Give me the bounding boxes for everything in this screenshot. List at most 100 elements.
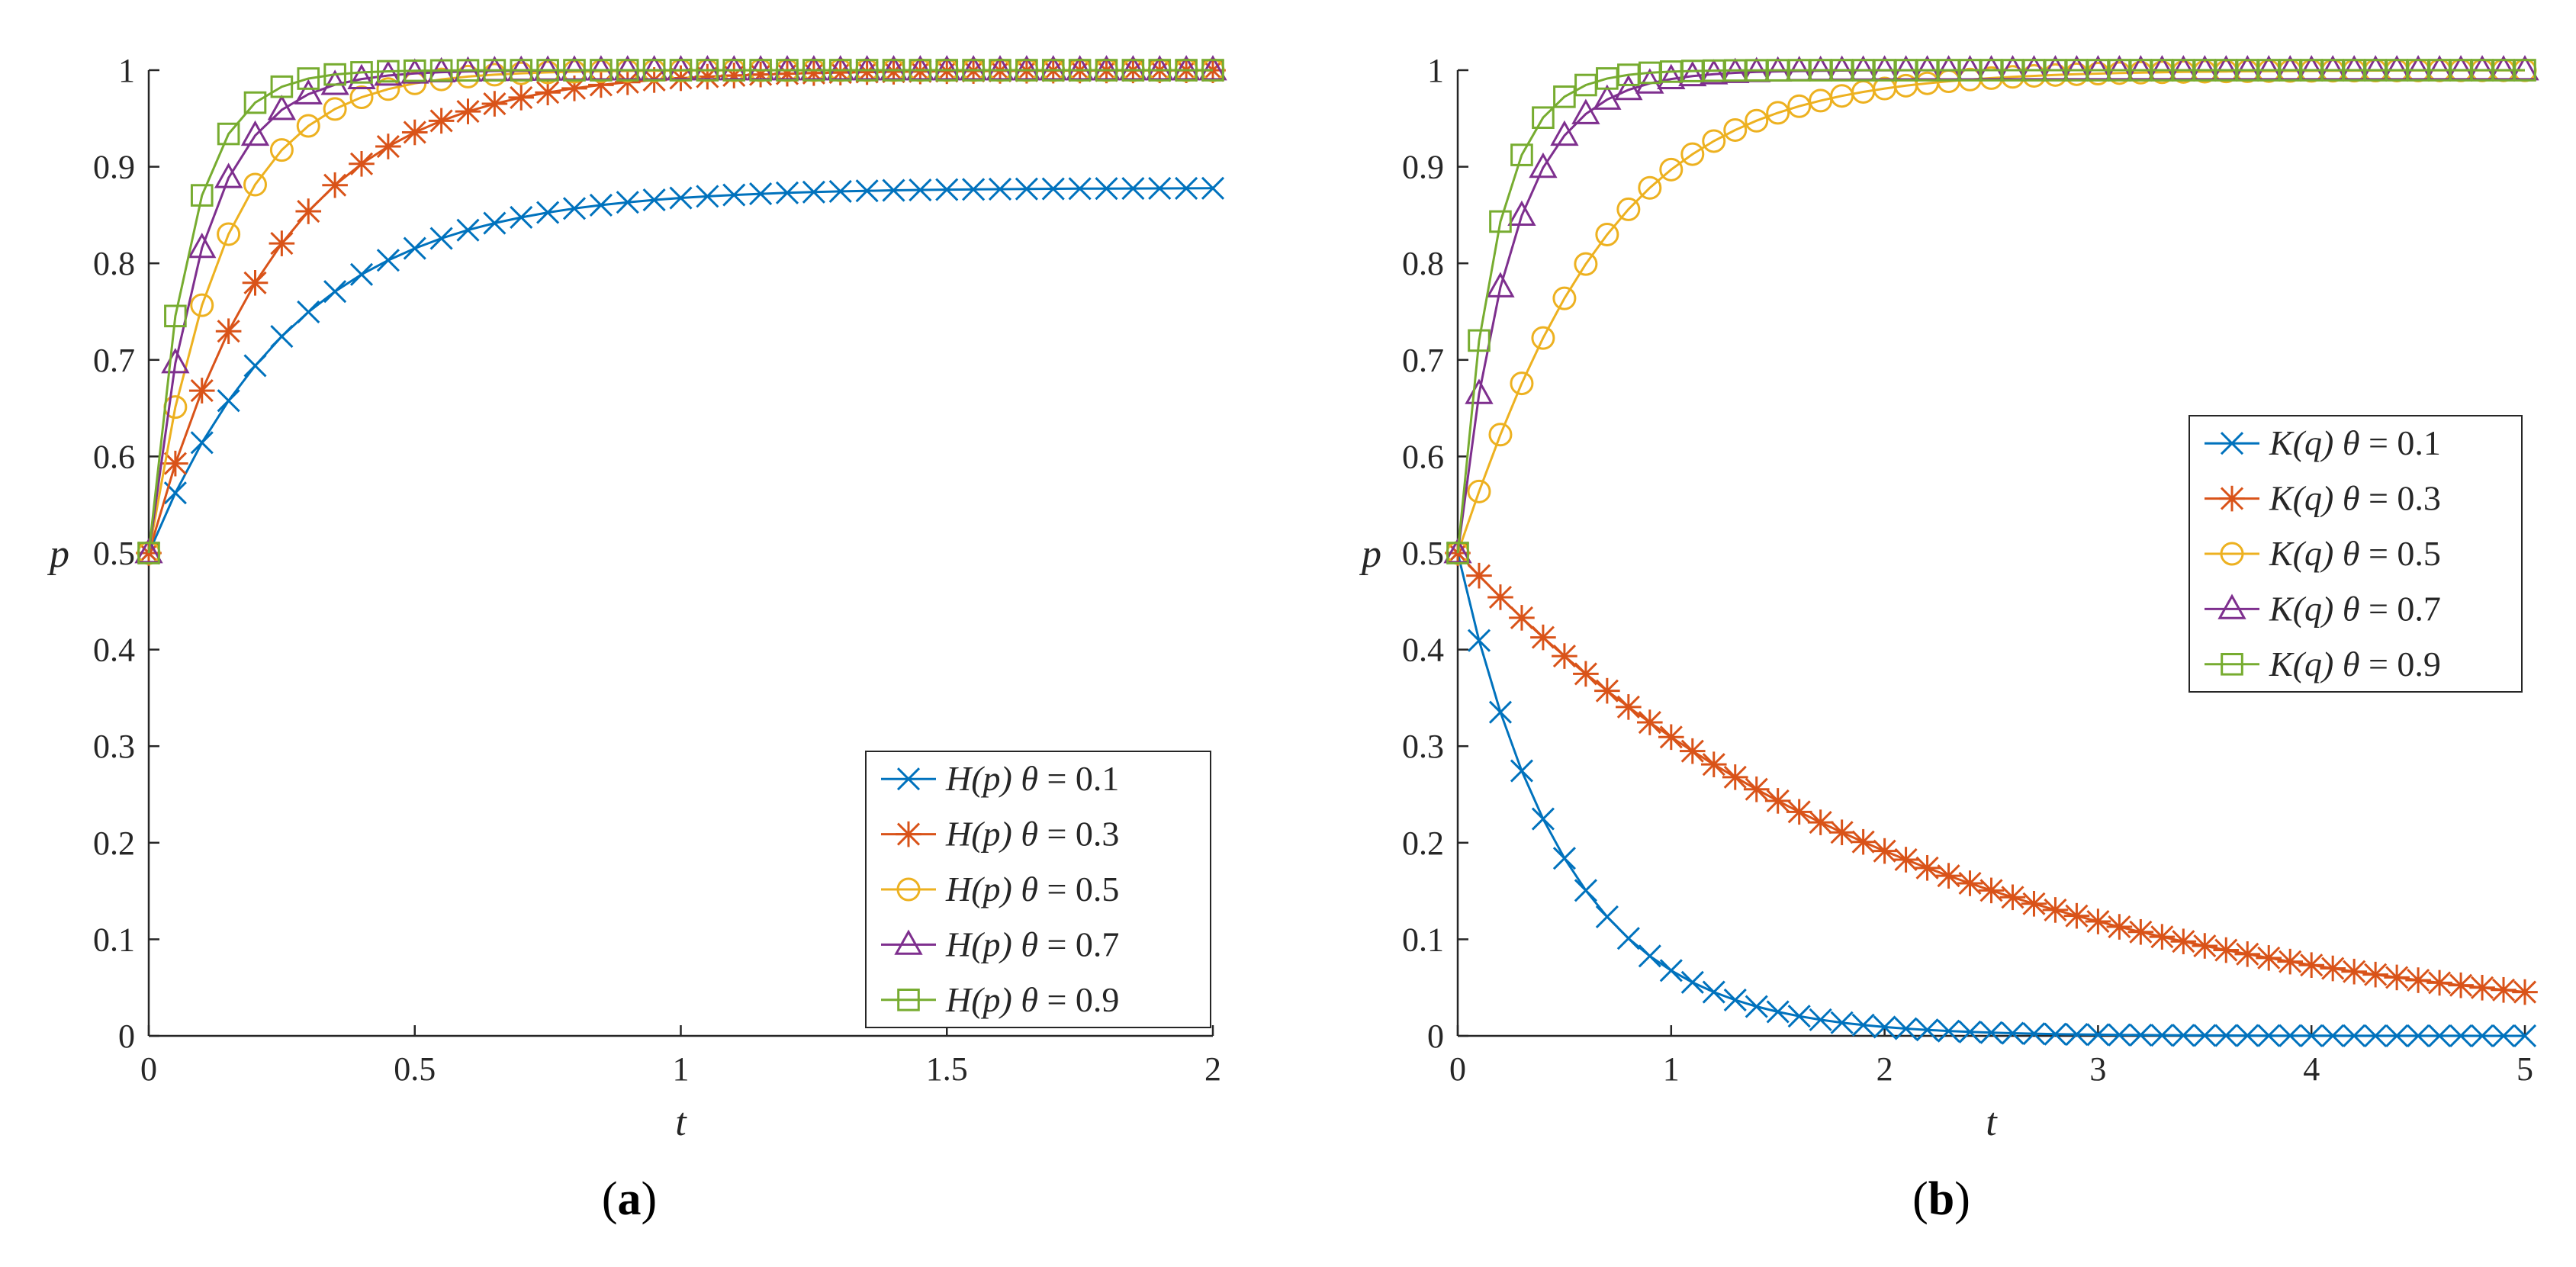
data-point xyxy=(217,389,240,413)
data-point xyxy=(137,542,160,564)
data-point xyxy=(2513,59,2536,82)
data-point xyxy=(2065,1023,2089,1047)
data-point xyxy=(508,85,535,111)
y-tick-label: 0.5 xyxy=(1402,535,1444,572)
data-point xyxy=(243,354,267,378)
data-point xyxy=(455,98,481,124)
data-point xyxy=(988,177,1012,201)
y-tick-label: 0.5 xyxy=(93,535,135,572)
data-point xyxy=(989,59,1011,82)
data-point xyxy=(1894,1017,1918,1040)
data-point xyxy=(1488,423,1513,447)
data-point xyxy=(1616,927,1640,950)
series-line xyxy=(147,187,1214,554)
data-point xyxy=(935,178,959,201)
data-point xyxy=(1978,877,2005,904)
data-point xyxy=(376,77,400,101)
data-point xyxy=(267,95,297,121)
data-point xyxy=(562,197,587,220)
data-point xyxy=(2512,979,2538,1005)
data-point xyxy=(2513,1024,2537,1048)
data-point xyxy=(162,450,188,477)
y-axis-label: p xyxy=(47,532,69,576)
data-point xyxy=(828,59,852,82)
series-k-theta-0.9 xyxy=(1446,59,2536,564)
data-point xyxy=(1851,1013,1875,1037)
data-point xyxy=(1095,177,1118,201)
data-point xyxy=(2469,974,2495,1001)
data-point xyxy=(1979,1021,2003,1044)
series-line xyxy=(147,69,1213,554)
legend-marker xyxy=(2221,653,2243,676)
data-point xyxy=(2277,948,2304,975)
data-point xyxy=(1766,1000,1790,1024)
data-point xyxy=(1041,59,1065,82)
data-point xyxy=(1638,944,1661,968)
data-point xyxy=(749,182,773,206)
data-point xyxy=(2044,1022,2067,1046)
data-point xyxy=(1893,847,1919,873)
data-point xyxy=(322,172,348,198)
data-point xyxy=(1553,85,1576,108)
data-point xyxy=(294,79,323,105)
data-point xyxy=(297,67,320,90)
data-point xyxy=(269,230,295,256)
data-point xyxy=(2108,1023,2131,1047)
data-point xyxy=(909,59,932,82)
y-tick-label: 0.6 xyxy=(93,438,135,475)
data-point xyxy=(1809,1008,1832,1031)
data-point xyxy=(1041,177,1065,201)
data-point xyxy=(1550,120,1579,146)
data-point xyxy=(350,61,373,84)
data-point xyxy=(2236,1024,2259,1047)
x-tick-label: 0.5 xyxy=(394,1050,436,1088)
data-point xyxy=(962,59,985,82)
data-point xyxy=(217,122,240,146)
data-point xyxy=(190,431,214,455)
data-point xyxy=(403,236,426,260)
data-point xyxy=(1722,764,1748,790)
data-point xyxy=(2321,1024,2345,1047)
data-point xyxy=(1531,326,1555,350)
legend-item: K(q) θ = 0.1 xyxy=(2205,423,2441,462)
data-point xyxy=(1530,624,1556,651)
data-point xyxy=(589,193,613,217)
data-point xyxy=(2192,933,2218,959)
data-point xyxy=(828,179,852,203)
data-point xyxy=(1723,117,1748,142)
data-point xyxy=(1573,661,1599,687)
y-tick-label: 0.9 xyxy=(93,149,135,186)
x-tick-label: 1 xyxy=(673,1050,690,1088)
data-point xyxy=(2428,1024,2452,1047)
data-point xyxy=(1745,108,1769,133)
data-point xyxy=(1552,286,1577,310)
legend-marker xyxy=(2217,593,2246,619)
data-point xyxy=(2320,955,2346,982)
data-point xyxy=(1175,176,1198,200)
data-point xyxy=(2300,1024,2324,1047)
data-point xyxy=(240,120,270,146)
data-point xyxy=(855,59,879,82)
x-tick-label: 1.5 xyxy=(926,1050,968,1088)
series-k-theta-0.3 xyxy=(1445,540,2538,1005)
x-tick-label: 4 xyxy=(2303,1050,2320,1088)
data-point xyxy=(1659,157,1684,182)
y-tick-label: 0.7 xyxy=(1402,342,1444,379)
legend-item: H(p) θ = 0.3 xyxy=(881,815,1119,854)
legend-marker xyxy=(894,929,923,955)
data-point xyxy=(1509,605,1535,631)
data-point xyxy=(1830,1011,1854,1034)
y-tick-label: 0.3 xyxy=(93,728,135,765)
data-point xyxy=(1680,970,1704,994)
legend-label: H(p) θ = 0.7 xyxy=(945,925,1119,963)
data-point xyxy=(2129,1023,2153,1047)
data-point xyxy=(696,185,719,208)
legend-item: K(q) θ = 0.3 xyxy=(2205,479,2441,518)
panel-label: (b) xyxy=(1912,1173,1970,1225)
data-point xyxy=(1552,847,1576,870)
legend-marker xyxy=(2220,542,2244,566)
data-point xyxy=(1871,838,1898,864)
data-point xyxy=(1850,828,1877,855)
data-point xyxy=(2449,1024,2473,1048)
data-point xyxy=(1489,210,1512,233)
